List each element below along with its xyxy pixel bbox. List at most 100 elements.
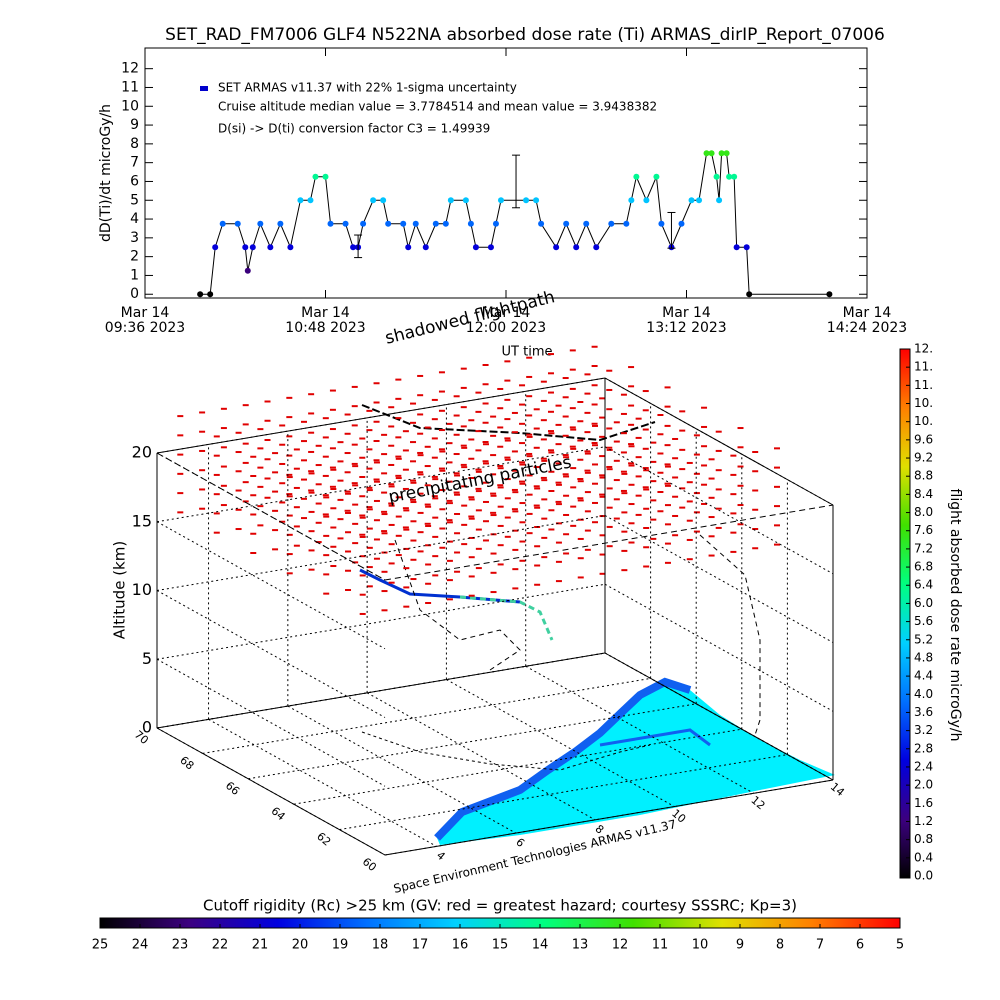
colorbar-tick-label: 12	[612, 938, 629, 953]
data-point	[678, 220, 685, 227]
data-point	[487, 244, 494, 251]
data-point	[658, 220, 665, 227]
grid-line	[156, 658, 386, 787]
colorbar-tick-label: 17	[412, 938, 429, 953]
colorbar-tick-label: 8.0	[914, 505, 933, 519]
y-tick-label: 7	[130, 155, 139, 171]
projected-track	[699, 534, 761, 736]
grid-line	[156, 583, 606, 660]
data-point	[257, 220, 264, 227]
data-point	[593, 244, 600, 251]
y-tick-label: 12	[121, 61, 139, 77]
x-tick-label: Mar 14 09:36 2023	[104, 305, 186, 336]
z-tick-label: 10	[132, 580, 152, 599]
x-axis-label: UT time	[502, 345, 553, 360]
data-point	[412, 220, 419, 227]
colorbar-tick-label: 20	[292, 938, 309, 953]
colorbar-tick-label: 15	[492, 938, 509, 953]
data-point	[523, 197, 530, 204]
flight-track	[459, 595, 554, 641]
colorbar-tick-label: 19	[332, 938, 349, 953]
y-tick-label: 60	[360, 855, 379, 874]
grid-line	[525, 665, 754, 794]
data-point	[492, 220, 499, 227]
colorbar-tick-label: 5	[896, 938, 904, 953]
data-point	[653, 173, 660, 180]
data-point	[312, 173, 319, 180]
legend-label: SET ARMAS v11.37 with 22% 1-sigma uncert…	[218, 81, 517, 95]
colorbar-tick-label: 7	[816, 938, 824, 953]
data-point	[731, 173, 738, 180]
colorbar-label: flight absorbed dose rate microGy/h	[947, 489, 963, 742]
grid-line	[366, 692, 596, 821]
colorbar-tick-label: 3.2	[914, 723, 933, 737]
y-tick-label: 68	[177, 754, 196, 773]
data-point	[563, 220, 570, 227]
annotation: D(si) -> D(ti) conversion factor C3 = 1.…	[218, 122, 490, 136]
y-tick-label: 1	[130, 267, 139, 283]
colorbar-tick-label: 14	[532, 938, 549, 953]
colorbar-tick-label: 4.4	[914, 669, 933, 683]
data-point	[307, 197, 314, 204]
map-land	[437, 682, 835, 845]
colorbar-tick-label: 23	[172, 938, 189, 953]
y-tick-label: 2	[130, 249, 139, 265]
colorbar-tick-label: 4.8	[914, 650, 933, 664]
data-point	[360, 220, 367, 227]
colorbar-tick-label: 16	[452, 938, 469, 953]
y-tick-label: 8	[130, 136, 139, 152]
colorbar-tick-label: 18	[372, 938, 389, 953]
data-point	[327, 220, 334, 227]
y-tick-label: 10	[121, 98, 139, 114]
data-point	[723, 150, 730, 157]
data-point	[633, 173, 640, 180]
colorbar-dose	[899, 348, 911, 879]
grid-line	[156, 446, 606, 523]
data-point	[350, 244, 357, 251]
data-point	[242, 244, 249, 251]
data-point	[244, 267, 251, 274]
colorbar-tick-label: 11	[652, 938, 669, 953]
grid-line	[446, 679, 675, 807]
colorbar-tick-label: 9	[736, 938, 744, 953]
ground-track	[361, 731, 651, 771]
colorbar-tick-label: 8	[776, 938, 784, 953]
x-tick-label: 4	[434, 849, 448, 863]
colorbar-tick-label: 9.6	[914, 432, 933, 446]
data-point	[708, 150, 715, 157]
y-axis-label: dD(Ti)/dt microGy/h	[98, 104, 114, 242]
data-point	[385, 220, 392, 227]
data-point	[733, 244, 740, 251]
colorbar-tick-label: 9.2	[914, 451, 933, 465]
data-point	[583, 220, 590, 227]
z-tick-label: 5	[142, 649, 152, 668]
data-point	[497, 197, 504, 204]
data-point	[432, 220, 439, 227]
z-tick-label: 15	[132, 511, 152, 530]
box-edge	[384, 504, 834, 581]
colorbar-tick-label: 8.8	[914, 469, 933, 483]
y-tick-label: 4	[130, 211, 139, 227]
data-point	[277, 220, 284, 227]
colorbar-tick-label: 6.0	[914, 596, 933, 610]
data-point	[696, 197, 703, 204]
map-detail	[599, 728, 711, 747]
flight-track	[359, 568, 521, 604]
annotation: Cruise altitude median value = 3.7784514…	[218, 100, 657, 114]
y-tick-label: 11	[121, 79, 139, 95]
colorbar-tick-label: 24	[132, 938, 149, 953]
data-point	[219, 220, 226, 227]
grid-line	[604, 515, 834, 643]
colorbar-tick-label: 21	[252, 938, 269, 953]
data-point	[405, 244, 412, 251]
data-point	[826, 291, 833, 298]
colorbar-tick-label: 1.2	[914, 814, 933, 828]
data-point	[688, 197, 695, 204]
colorbar-tick-label: 3.6	[914, 705, 933, 719]
colorbar-tick-label: 6	[856, 938, 864, 953]
grid-line	[604, 446, 834, 575]
colorbar-tick-label: 4.0	[914, 687, 933, 701]
x-tick-label: Mar 14 12:00 2023	[465, 305, 547, 336]
data-point	[297, 197, 304, 204]
